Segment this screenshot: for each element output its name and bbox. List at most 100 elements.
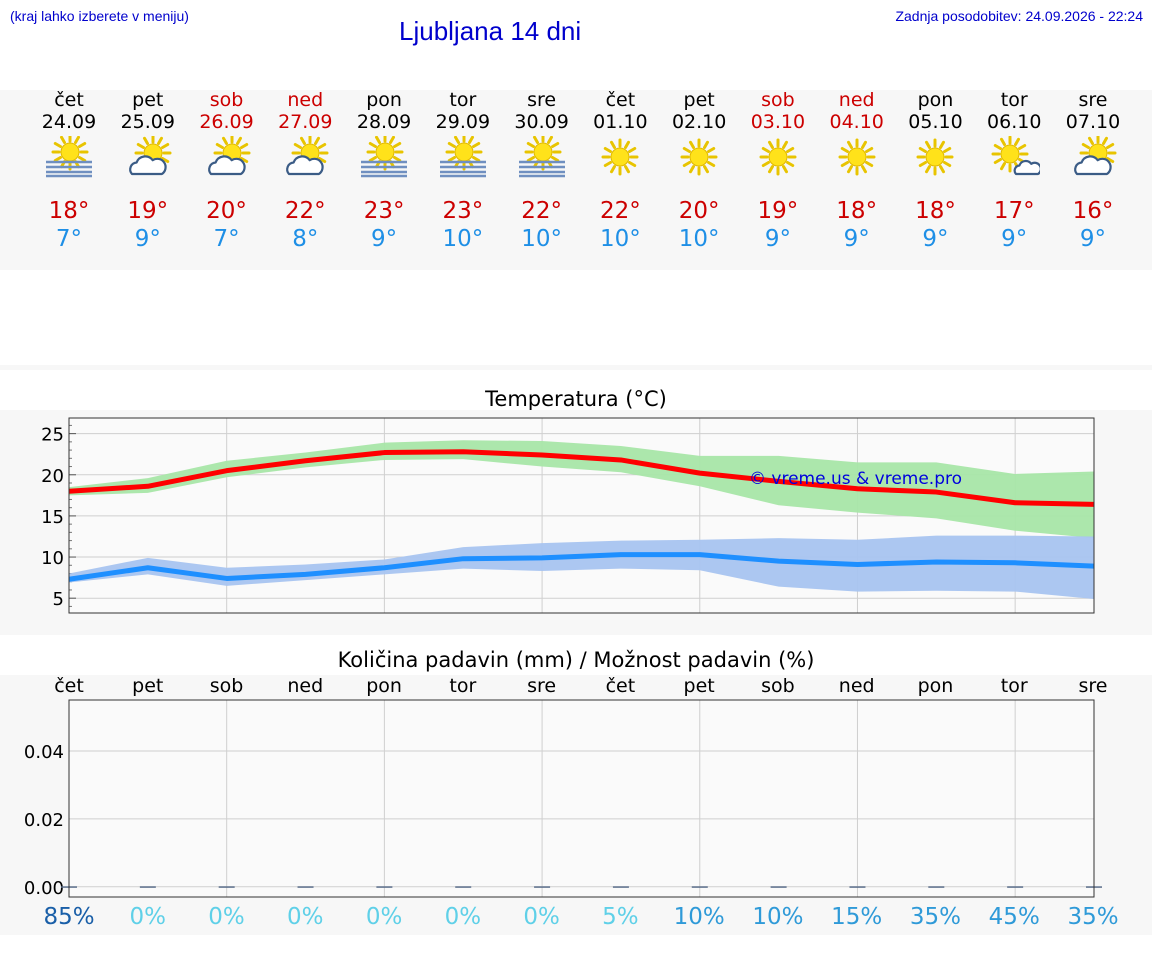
y-tick-label: 5 <box>53 589 64 610</box>
precipitation-chart-title: Količina padavin (mm) / Možnost padavin … <box>337 648 815 672</box>
forecast-date: 28.09 <box>356 111 412 133</box>
forecast-day-name: pon <box>366 89 402 111</box>
y-tick-label: 0.00 <box>24 878 64 899</box>
precipitation-bar <box>1007 886 1024 888</box>
min-temperature: 7° <box>55 226 83 252</box>
y-tick-label: 20 <box>41 466 64 487</box>
precipitation-day-name: sob <box>761 675 795 697</box>
precipitation-bar <box>770 886 787 888</box>
max-temperature: 18° <box>915 198 956 224</box>
sun-fog-icon <box>358 133 410 180</box>
precipitation-chance: 0% <box>444 904 482 930</box>
max-temperature: 20° <box>206 198 247 224</box>
sun-cloud-icon <box>1067 134 1119 180</box>
precipitation-day-name: sre <box>1078 675 1108 697</box>
sun-fog-icon <box>43 133 95 180</box>
last-updated: Zadnja posodobitev: 24.09.2026 - 22:24 <box>895 8 1143 24</box>
max-temperature: 18° <box>836 198 878 224</box>
min-temperature: 10° <box>599 226 641 252</box>
min-temperature: 9° <box>371 226 398 252</box>
precipitation-chance: 35% <box>1067 904 1119 930</box>
max-temperature: 19° <box>127 198 169 224</box>
min-temperature: 8° <box>292 226 319 252</box>
max-temperature: 17° <box>993 198 1035 224</box>
precipitation-chance: 15% <box>831 904 883 930</box>
min-temperature: 9° <box>922 226 949 252</box>
precipitation-chance: 5% <box>602 904 639 930</box>
forecast-day-name: pet <box>683 89 715 111</box>
precipitation-day-name: pon <box>917 675 954 697</box>
forecast-date: 05.10 <box>908 111 963 133</box>
precipitation-bar <box>612 886 629 888</box>
forecast-date: 06.10 <box>987 111 1042 133</box>
forecast-date: 29.09 <box>435 111 491 133</box>
forecast-date: 03.10 <box>750 111 806 133</box>
min-temperature: 9° <box>1079 226 1107 252</box>
forecast-date: 24.09 <box>41 111 97 133</box>
min-temperature: 9° <box>843 226 870 252</box>
precipitation-day-name: čet <box>605 675 636 697</box>
temperature-chart-title: Temperatura (°C) <box>485 387 667 411</box>
max-temperature: 22° <box>521 198 562 224</box>
forecast-day-name: sre <box>1078 89 1108 111</box>
forecast-day-name: pon <box>917 89 954 111</box>
max-temperature: 20° <box>678 198 720 224</box>
max-temperature: 22° <box>284 198 326 224</box>
precipitation-chance: 0% <box>208 904 245 930</box>
forecast-date: 26.09 <box>199 111 254 133</box>
forecast-day-name: tor <box>1000 89 1028 111</box>
max-temperature: 23° <box>363 198 405 224</box>
separator <box>0 365 1152 370</box>
precipitation-day-name: čet <box>54 675 84 697</box>
precipitation-chance: 10% <box>673 904 725 930</box>
precipitation-chance: 0% <box>129 904 167 930</box>
max-temperature: 22° <box>599 198 641 224</box>
precipitation-chance: 85% <box>43 904 95 930</box>
min-temperature: 9° <box>134 226 161 252</box>
sun-cloud-icon <box>201 134 253 180</box>
precipitation-chance: 0% <box>287 904 324 930</box>
precipitation-bar <box>455 886 472 888</box>
precipitation-day-name: pon <box>366 675 402 697</box>
precipitation-day-name: tor <box>449 675 477 697</box>
temperature-plot-frame <box>68 417 1095 614</box>
precipitation-day-name: ned <box>287 675 324 697</box>
forecast-day-name: tor <box>449 89 477 111</box>
series-1-line <box>68 552 1095 582</box>
precipitation-chance: 35% <box>909 904 962 930</box>
precipitation-chance: 0% <box>523 904 560 930</box>
forecast-date: 25.09 <box>120 111 175 133</box>
sun-cloud-icon <box>279 134 331 180</box>
sun-cloud-icon <box>122 134 174 180</box>
y-tick-label: 10 <box>41 548 64 569</box>
precipitation-chance: 45% <box>988 904 1040 930</box>
max-temperature: 18° <box>48 198 90 224</box>
forecast-date: 27.09 <box>278 111 333 133</box>
forecast-date: 30.09 <box>514 111 569 133</box>
y-tick-label: 25 <box>41 425 64 446</box>
min-temperature: 9° <box>764 226 791 252</box>
sun-icon <box>909 136 961 180</box>
precipitation-bar <box>849 886 866 888</box>
sun-icon <box>752 136 804 180</box>
sun-fog-icon <box>516 133 568 180</box>
precipitation-chance: 10% <box>752 904 804 930</box>
forecast-day-name: pet <box>132 89 164 111</box>
forecast-band <box>0 90 1152 270</box>
precipitation-day-name: ned <box>838 675 875 697</box>
forecast-day-name: sre <box>527 89 557 111</box>
forecast-date: 02.10 <box>671 111 727 133</box>
series-0-range-band <box>69 440 1094 539</box>
y-tick-label: 0.02 <box>24 810 64 831</box>
precipitation-bar <box>376 886 393 888</box>
forecast-date: 04.10 <box>829 111 884 133</box>
precipitation-bar <box>139 886 156 888</box>
sun-icon <box>831 136 883 180</box>
chart-watermark: © vreme.us & vreme.pro <box>749 469 962 489</box>
min-temperature: 7° <box>213 226 240 252</box>
min-temperature: 9° <box>1001 226 1028 252</box>
series-1-range-band <box>69 535 1094 600</box>
min-temperature: 10° <box>521 226 562 252</box>
